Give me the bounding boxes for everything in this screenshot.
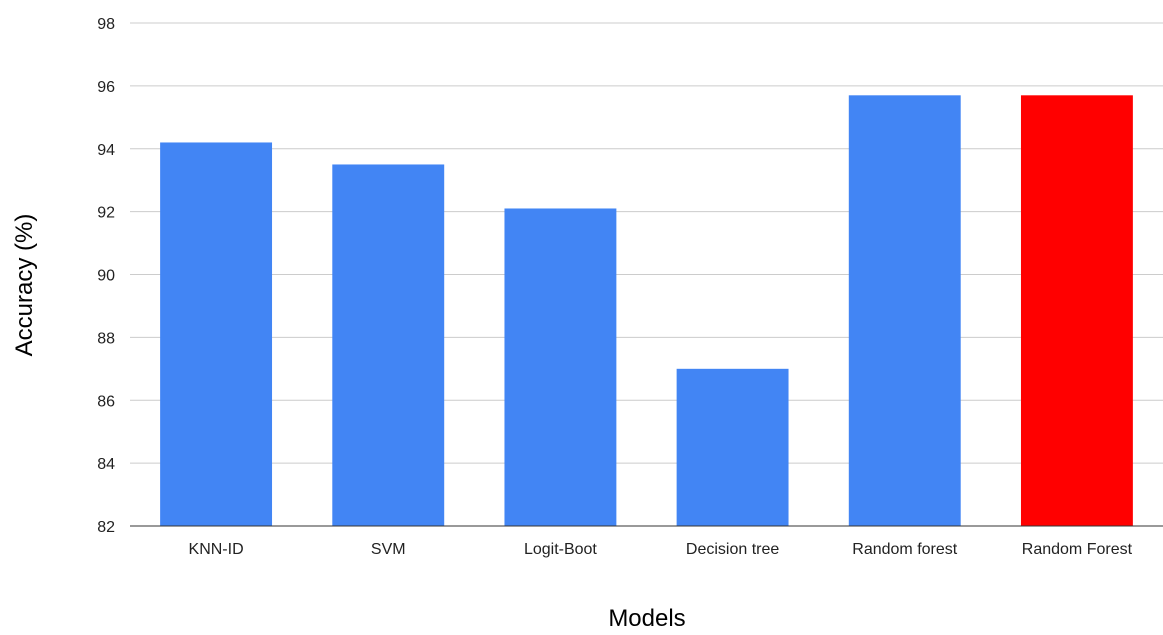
y-axis-title: Accuracy (%): [11, 214, 38, 357]
x-tick-label: SVM: [371, 541, 406, 558]
bar-logit-boot: [504, 208, 617, 526]
x-tick-labels: KNN-ID SVM Logit-Boot Decision tree Random f…: [189, 541, 1133, 558]
x-axis-title: Models: [608, 605, 685, 632]
y-tick-label: 96: [97, 79, 115, 96]
y-tick-label: 86: [97, 393, 115, 410]
x-tick-label: Logit-Boot: [524, 541, 597, 558]
gridlines: [130, 22, 1163, 464]
y-tick-label: 94: [97, 142, 115, 159]
y-tick-label: 84: [97, 456, 115, 473]
bar-knn-id: [160, 142, 273, 526]
y-tick-label: 90: [97, 268, 115, 285]
x-tick-label: KNN-ID: [189, 541, 244, 558]
y-tick-label: 92: [97, 205, 115, 222]
bars: [160, 95, 1133, 527]
bar-svm: [332, 164, 445, 526]
y-tick-label: 88: [97, 330, 115, 347]
x-tick-label: Decision tree: [686, 541, 779, 558]
bar-random-forest: [1020, 95, 1133, 527]
bar-decision-tree: [676, 368, 789, 526]
y-tick-labels: 82 84 86 88 90 92 94 96 98: [97, 16, 115, 536]
x-tick-label: Random forest: [852, 541, 957, 558]
y-tick-label: 98: [97, 16, 115, 33]
x-tick-label: Random Forest: [1022, 541, 1133, 558]
y-tick-label: 82: [97, 519, 115, 536]
bar-random-forest: [848, 95, 961, 527]
